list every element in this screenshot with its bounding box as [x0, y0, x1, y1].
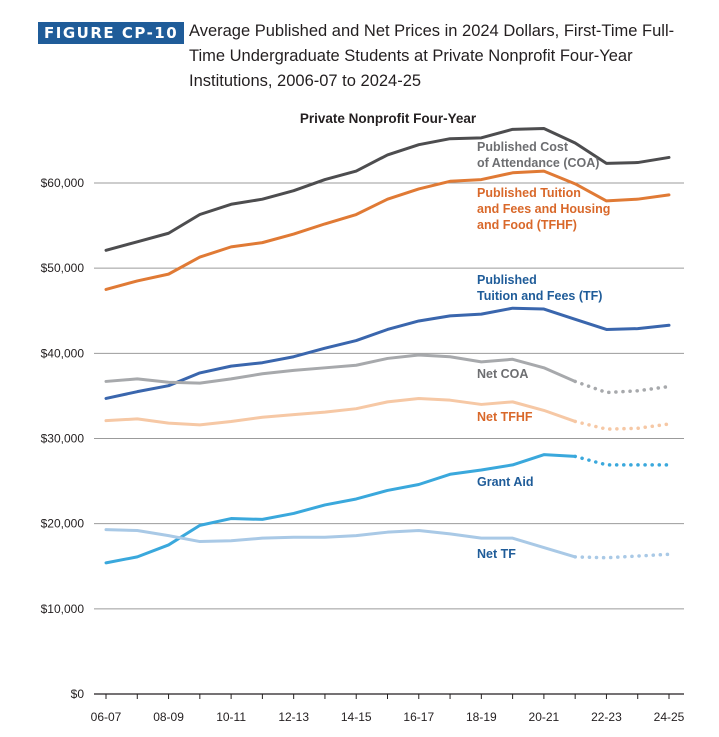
series-line-3	[104, 353, 577, 385]
y-tick-label: $0	[71, 687, 85, 701]
x-tick-label: 18-19	[466, 710, 497, 724]
series-projection-4	[573, 419, 671, 431]
figure-title: Average Published and Net Prices in 2024…	[189, 22, 675, 90]
x-tick-label: 06-07	[91, 710, 122, 724]
series-label: Grant Aid	[477, 475, 533, 489]
series-projection-6	[573, 552, 671, 560]
series-label: Net COA	[477, 367, 528, 381]
x-tick-label: 24-25	[654, 710, 685, 724]
series-label: Tuition and Fees (TF)	[477, 289, 602, 303]
x-tick-label: 12-13	[278, 710, 309, 724]
y-tick-label: $50,000	[41, 261, 85, 275]
y-axis-ticks: $0 $10,000 $20,000 $30,000 $40,000 $50,000 $60…	[41, 176, 85, 701]
y-tick-label: $40,000	[41, 346, 85, 360]
series-label: Published	[477, 273, 537, 287]
chart-title: Private Nonprofit Four-Year	[300, 111, 477, 126]
series-line-4	[104, 396, 577, 427]
x-axis: 06-07 08-09 10-11 12-13 14-15 16-17 18-19 20-21…	[91, 693, 685, 724]
gridlines	[94, 182, 684, 610]
series-labels: Published Cost of Attendance (COA) Publish…	[477, 140, 610, 561]
series-line-2	[104, 306, 671, 400]
series-label: and Food (TFHF)	[477, 218, 577, 232]
x-tick-label: 14-15	[341, 710, 372, 724]
y-tick-label: $30,000	[41, 432, 85, 446]
y-tick-label: $10,000	[41, 602, 85, 616]
series-line-6	[104, 528, 577, 559]
x-tick-label: 16-17	[403, 710, 434, 724]
series-label: Net TFHF	[477, 410, 533, 424]
series-label: Net TF	[477, 547, 516, 561]
x-tick-label: 10-11	[216, 710, 246, 724]
series-label: of Attendance (COA)	[477, 156, 599, 170]
series-label: Published Tuition	[477, 186, 581, 200]
x-tick-label: 20-21	[529, 710, 560, 724]
series-line-1	[104, 169, 671, 291]
series-projection-5	[573, 454, 671, 467]
x-tick-label: 08-09	[153, 710, 184, 724]
series-projection-3	[573, 379, 671, 395]
series-lines	[104, 126, 671, 565]
figure-badge: FIGURE CP-10	[38, 22, 185, 44]
x-tick-label: 22-23	[591, 710, 622, 724]
y-tick-label: $60,000	[41, 176, 85, 190]
series-line-0	[104, 126, 671, 252]
series-label: Published Cost	[477, 140, 569, 154]
y-tick-label: $20,000	[41, 517, 85, 531]
series-label: and Fees and Housing	[477, 202, 610, 216]
series-line-5	[104, 453, 577, 565]
